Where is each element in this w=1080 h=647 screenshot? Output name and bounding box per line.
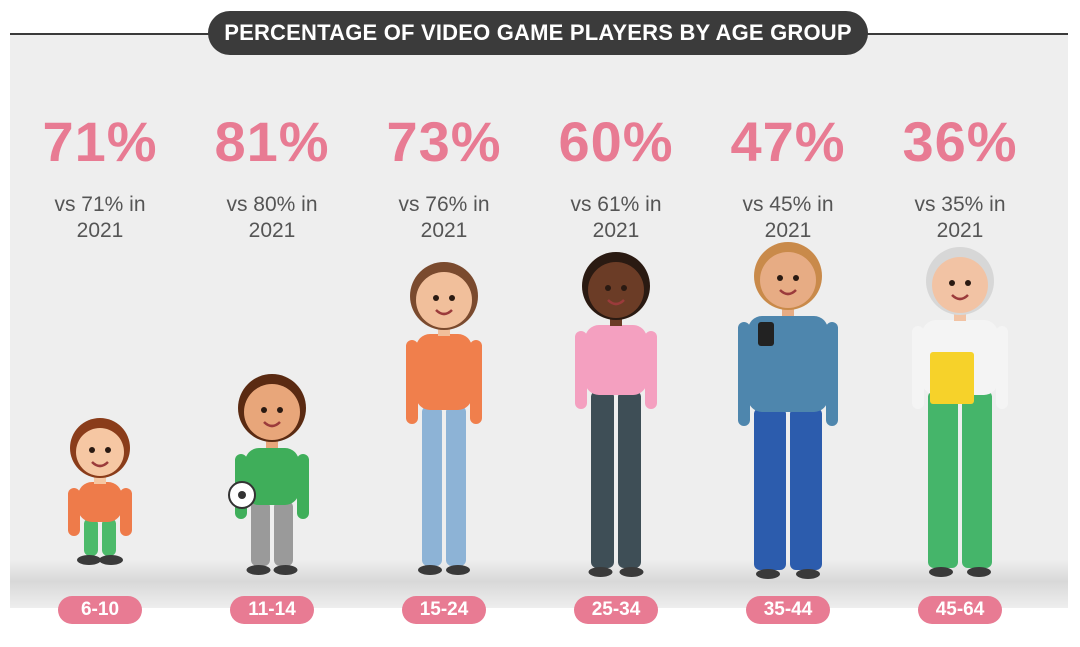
bearded-man-with-phone-icon <box>738 242 838 579</box>
age-group-label: 6-10 <box>58 596 142 624</box>
percentage-value: 81% <box>214 110 330 173</box>
chart-background <box>10 33 1068 608</box>
comparison-2021: vs 35% in 2021 <box>914 193 1006 242</box>
age-group-label: 15-24 <box>402 596 486 624</box>
older-woman-with-folder-icon <box>912 247 1008 577</box>
comparison-2021: vs 61% in 2021 <box>570 193 662 242</box>
chart-title: PERCENTAGE OF VIDEO GAME PLAYERS BY AGE … <box>208 11 868 55</box>
comparison-2021: vs 80% in 2021 <box>226 193 318 242</box>
title-rule-right <box>866 33 1068 35</box>
comparison-2021: vs 71% in 2021 <box>54 193 146 242</box>
percentage-value: 71% <box>42 110 158 173</box>
comparison-2021: vs 76% in 2021 <box>398 193 490 242</box>
age-group-label: 11-14 <box>230 596 314 624</box>
percentage-value: 47% <box>730 110 846 173</box>
percentage-value: 73% <box>386 110 502 173</box>
age-group-label: 45-64 <box>918 596 1002 624</box>
young-child-icon <box>68 418 132 565</box>
age-group-label: 35-44 <box>746 596 830 624</box>
comparison-2021: vs 45% in 2021 <box>742 193 834 242</box>
teen-girl-icon <box>406 262 482 575</box>
percentage-value: 36% <box>902 110 1018 173</box>
percentage-value: 60% <box>558 110 674 173</box>
kid-with-ball-icon <box>228 374 309 575</box>
floor-shadow <box>10 560 1068 608</box>
age-group-label: 25-34 <box>574 596 658 624</box>
title-rule-left <box>10 33 210 35</box>
woman-icon <box>575 252 657 577</box>
